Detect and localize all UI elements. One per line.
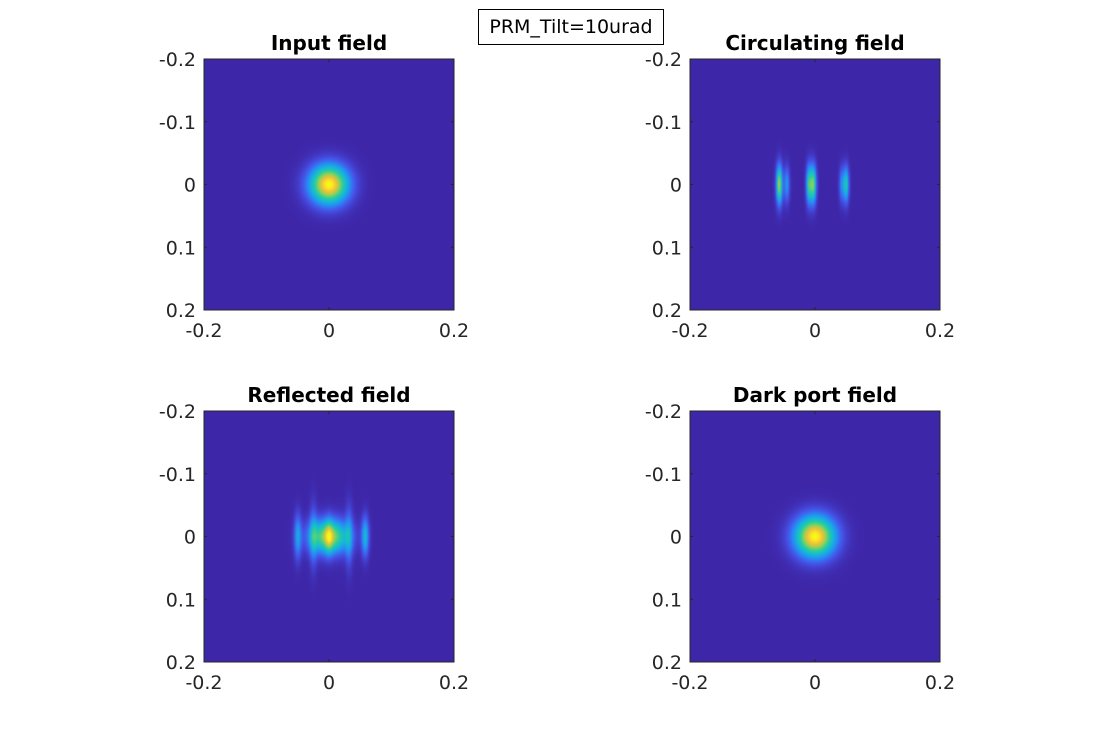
y-tick-label: 0.1 xyxy=(652,237,682,259)
y-tick-label: -0.2 xyxy=(159,401,196,423)
y-tick-label: 0.1 xyxy=(652,589,682,611)
y-tick-label: 0 xyxy=(184,175,196,197)
chart-title: Dark port field xyxy=(733,383,897,407)
y-tick-label: -0.2 xyxy=(645,401,682,423)
y-tick-label: 0 xyxy=(670,175,682,197)
y-tick-label: -0.1 xyxy=(645,464,682,486)
y-tick-label: 0.1 xyxy=(166,237,196,259)
heatmap-image xyxy=(690,59,940,310)
y-tick-label: -0.1 xyxy=(159,464,196,486)
y-tick-label: -0.1 xyxy=(645,112,682,134)
heatmap-image xyxy=(204,411,454,662)
y-tick-label: 0.1 xyxy=(166,589,196,611)
x-tick-label: -0.2 xyxy=(185,672,222,694)
x-tick-label: 0.2 xyxy=(925,320,955,342)
heatmap-image xyxy=(690,411,940,662)
x-tick-label: -0.2 xyxy=(185,320,222,342)
x-tick-label: 0 xyxy=(809,672,821,694)
y-tick-label: -0.2 xyxy=(159,49,196,71)
x-tick-label: -0.2 xyxy=(671,672,708,694)
chart-title: Circulating field xyxy=(725,31,904,55)
y-tick-label: 0 xyxy=(184,527,196,549)
y-tick-label: 0.2 xyxy=(652,300,682,322)
y-tick-label: -0.1 xyxy=(159,112,196,134)
heatmap-panel-4: Dark port field-0.2 0 0.2-0.2-0.100.10.2 xyxy=(645,383,955,694)
annotation-box: PRM_Tilt=10urad xyxy=(478,9,664,45)
y-tick-label: 0.2 xyxy=(652,652,682,674)
y-tick-label: -0.2 xyxy=(645,49,682,71)
y-tick-label: 0.2 xyxy=(166,300,196,322)
x-tick-label: 0 xyxy=(323,320,335,342)
chart-title: Input field xyxy=(271,31,387,55)
chart-title: Reflected field xyxy=(247,383,410,407)
y-tick-label: 0 xyxy=(670,527,682,549)
annotation-text: PRM_Tilt=10urad xyxy=(489,16,653,38)
x-tick-label: 0 xyxy=(323,672,335,694)
x-tick-label: 0 xyxy=(809,320,821,342)
heatmap-panel-2: Circulating field-0.2 0 0.2-0.2-0.100.10.2 xyxy=(645,31,955,342)
x-tick-label: -0.2 xyxy=(671,320,708,342)
heatmap-panel-1: Input field-0.2 0 0.2-0.2-0.100.10.2 xyxy=(159,31,469,342)
heatmap-panel-3: Reflected field-0.2 0 0.2-0.2-0.100.10.2 xyxy=(159,383,469,694)
x-tick-label: 0.2 xyxy=(925,672,955,694)
y-tick-label: 0.2 xyxy=(166,652,196,674)
heatmap-image xyxy=(204,59,454,310)
x-tick-label: 0.2 xyxy=(439,320,469,342)
x-tick-label: 0.2 xyxy=(439,672,469,694)
